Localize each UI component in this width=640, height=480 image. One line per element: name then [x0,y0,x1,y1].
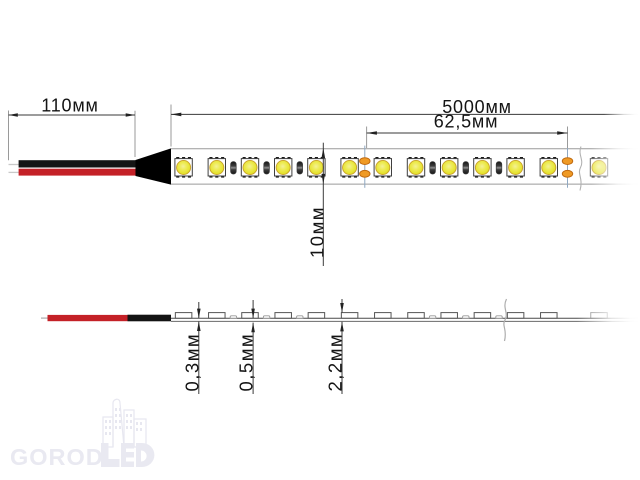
svg-text:GOROD: GOROD [10,444,104,470]
svg-text:0,3мм: 0,3мм [181,333,202,392]
svg-text:110мм: 110мм [41,96,98,116]
svg-text:10мм: 10мм [306,206,327,258]
svg-text:0,5мм: 0,5мм [236,333,257,392]
svg-text:62,5мм: 62,5мм [434,111,499,131]
svg-text:5000мм: 5000мм [442,97,512,117]
svg-text:2,2мм: 2,2мм [325,333,346,392]
